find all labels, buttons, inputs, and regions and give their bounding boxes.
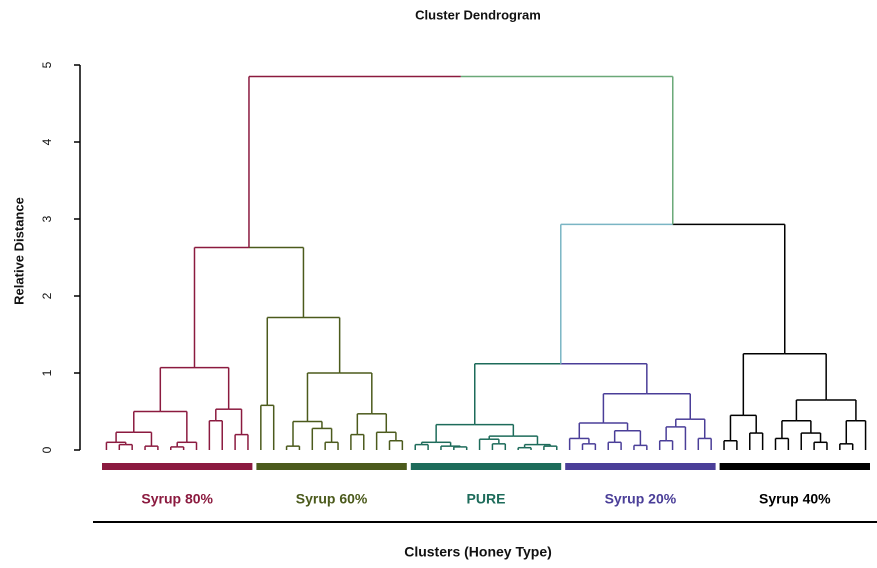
cluster-bar [256, 463, 407, 470]
y-tick-label: 2 [40, 292, 54, 299]
y-tick-label: 3 [40, 215, 54, 222]
y-tick-label: 0 [40, 446, 54, 453]
y-tick-label: 1 [40, 369, 54, 376]
y-tick-label: 5 [40, 61, 54, 68]
cluster-label: Syrup 80% [141, 491, 213, 507]
y-tick-label: 4 [40, 138, 54, 145]
cluster-bar [565, 463, 716, 470]
chart-title: Cluster Dendrogram [415, 7, 541, 22]
cluster-label: Syrup 20% [605, 491, 677, 507]
cluster-bar [410, 463, 562, 470]
cluster-bar [102, 463, 253, 470]
cluster-label: PURE [467, 491, 506, 507]
cluster-label: Syrup 40% [759, 491, 831, 507]
cluster-label: Syrup 60% [296, 491, 368, 507]
cluster-bar [719, 463, 870, 470]
y-axis-label: Relative Distance [11, 197, 26, 305]
x-axis-label: Clusters (Honey Type) [404, 544, 552, 560]
